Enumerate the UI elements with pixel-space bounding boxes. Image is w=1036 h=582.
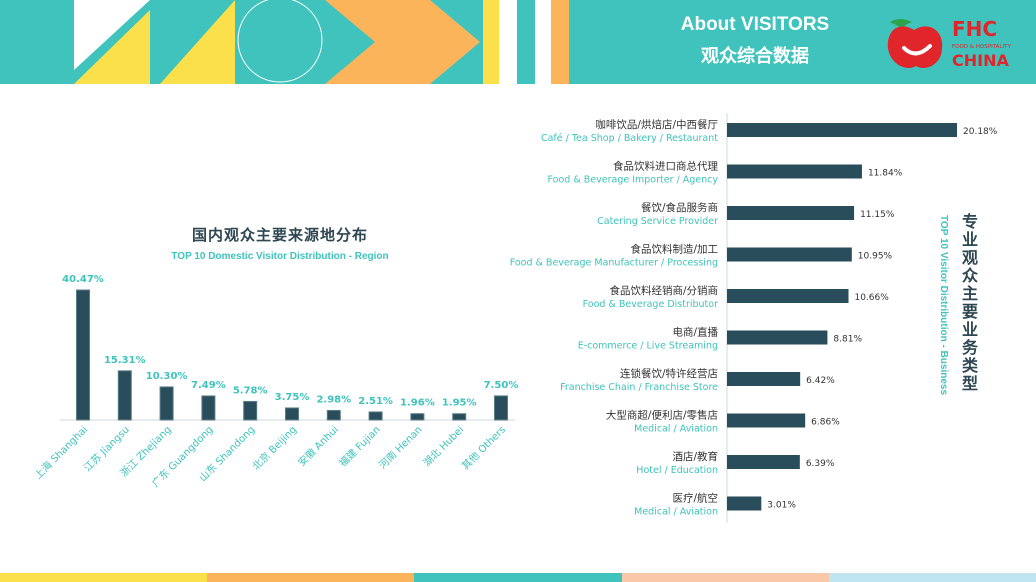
y-tick-label-en: Food & Beverage Importer / Agency <box>548 175 719 186</box>
y-tick-label-en: Food & Beverage Manufacturer / Processin… <box>510 258 718 269</box>
y-tick-label-en: E-commerce / Live Streaming <box>578 341 718 352</box>
y-tick-label-cn: 食品饮料进口商总代理 <box>613 160 718 173</box>
bar-business <box>727 289 849 303</box>
bar-value-label: 3.01% <box>767 501 796 511</box>
bar-business <box>727 496 762 511</box>
bar-value-label: 5.78% <box>233 385 268 396</box>
footer-strip <box>0 573 1036 582</box>
y-tick-label-en: Medical / Aviation <box>634 424 718 435</box>
right-chart-title: 专业观众主要业务类型 <box>959 213 978 393</box>
bar-value-label: 1.95% <box>442 398 477 409</box>
bar-region <box>159 386 174 421</box>
y-tick-label-en: Catering Service Provider <box>597 216 718 227</box>
footer-segment-lightblue <box>828 573 1036 582</box>
decorative-shapes <box>0 0 569 84</box>
left-chart-title: 国内观众主要来源地分布 <box>191 226 368 244</box>
footer-segment-peach <box>621 573 829 582</box>
bar-region <box>410 413 425 421</box>
bar-value-label: 8.81% <box>833 335 862 345</box>
bar-value-label: 6.86% <box>811 418 840 428</box>
bar-value-label: 6.42% <box>806 376 835 386</box>
footer-segment-yellow <box>0 573 208 582</box>
bar-region <box>368 411 383 421</box>
bar-value-label: 10.30% <box>146 371 188 382</box>
bar-value-label: 10.95% <box>858 252 893 262</box>
bar-region <box>285 407 299 421</box>
bar-value-label: 10.66% <box>854 293 889 303</box>
y-tick-label-en: Hotel / Education <box>636 465 718 476</box>
y-tick-label-en: Franchise Chain / Franchise Store <box>560 382 718 393</box>
page-title-en: About VISITORS <box>680 14 830 35</box>
page-title-cn: 观众综合数据 <box>701 46 809 67</box>
y-tick-label-en: Medical / Aviation <box>634 507 718 518</box>
y-tick-label-cn: 酒店/教育 <box>672 450 718 463</box>
bar-region <box>201 395 216 421</box>
right-chart-subtitle: TOP 10 Visitor Distribution - Business <box>938 215 949 396</box>
y-tick-label-en: Café / Tea Shop / Bakery / Restaurant <box>541 133 718 144</box>
bar-business <box>727 164 862 179</box>
bar-business <box>727 247 852 262</box>
logo-china-text: CHINA <box>952 51 1009 70</box>
bar-value-label: 11.84% <box>868 169 903 179</box>
bar-value-label: 2.51% <box>358 396 393 407</box>
y-tick-label-cn: 大型商超/便利店/零售店 <box>606 409 718 422</box>
y-tick-label-cn: 电商/直播 <box>672 326 718 339</box>
logo-fhc-text: FHC <box>952 17 997 41</box>
y-tick-label-cn: 连锁餐饮/特许经营店 <box>620 367 718 380</box>
bar-value-label: 6.39% <box>806 459 835 469</box>
bar-business <box>727 330 828 345</box>
bar-region <box>117 370 132 421</box>
footer-segment-orange <box>207 573 415 582</box>
bar-business <box>727 372 801 386</box>
bar-value-label: 7.50% <box>484 380 519 391</box>
bar-region <box>494 395 508 421</box>
footer-segment-teal <box>414 573 622 582</box>
bar-region <box>326 409 341 421</box>
bar-value-label: 2.98% <box>316 394 351 405</box>
bar-value-label: 7.49% <box>191 380 226 391</box>
y-tick-label-cn: 食品饮料经销商/分销商 <box>609 284 718 297</box>
y-tick-label-cn: 咖啡饮品/烘焙店/中西餐厅 <box>595 118 718 131</box>
y-tick-label-cn: 餐饮/食品服务商 <box>641 201 718 214</box>
bar-region <box>76 289 90 421</box>
bar-business <box>727 455 800 469</box>
bar-business <box>727 123 957 137</box>
bar-value-label: 1.96% <box>400 398 435 409</box>
fhc-logo: FHC FOOD & HOSPITALITY CHINA <box>887 17 1011 70</box>
y-tick-label-cn: 食品饮料制造/加工 <box>630 243 718 256</box>
bar-business <box>727 206 855 220</box>
bar-value-label: 40.47% <box>62 274 104 285</box>
left-chart-subtitle: TOP 10 Domestic Visitor Distribution - R… <box>171 251 389 262</box>
bar-region <box>452 413 467 421</box>
bar-value-label: 20.18% <box>963 127 998 137</box>
bar-region <box>243 400 258 421</box>
header-banner: About VISITORS 观众综合数据 FHC FOOD & HOSPITA… <box>0 0 1036 84</box>
logo-small-text: FOOD & HOSPITALITY <box>952 44 1011 50</box>
bar-value-label: 3.75% <box>275 392 310 403</box>
bar-value-label: 11.15% <box>860 210 895 220</box>
bar-business <box>727 413 806 428</box>
y-tick-label-en: Food & Beverage Distributor <box>583 299 718 310</box>
bar-value-label: 15.31% <box>104 355 146 366</box>
y-tick-label-cn: 医疗/航空 <box>672 492 718 505</box>
